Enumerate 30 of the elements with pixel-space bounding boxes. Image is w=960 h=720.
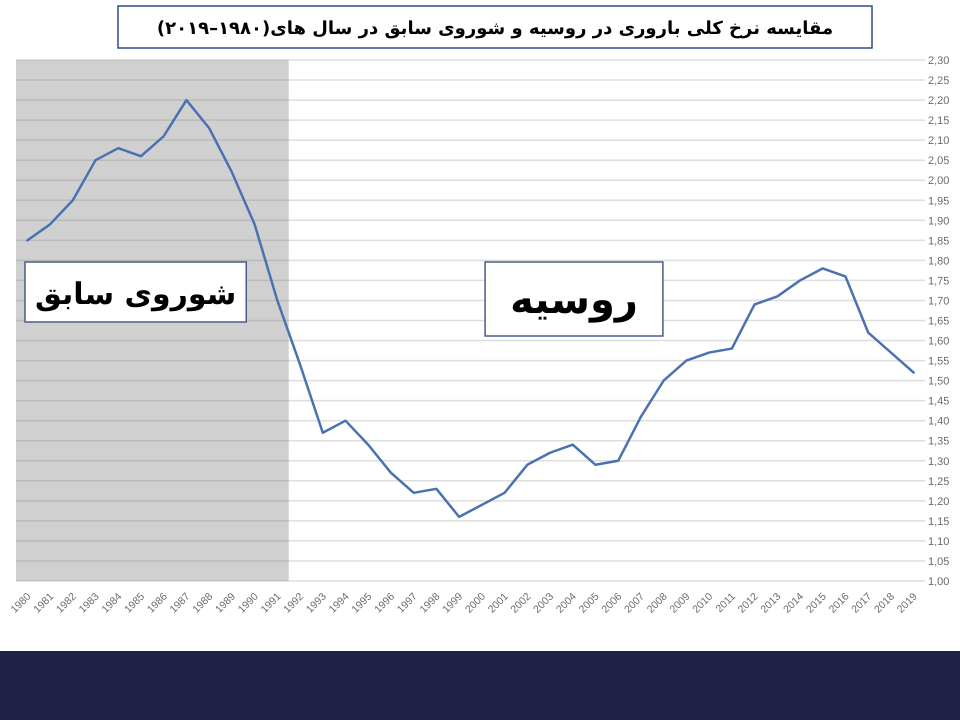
- y-tick-label: 1,45: [928, 396, 950, 408]
- y-tick-label: 1,90: [928, 215, 950, 228]
- y-tick-label: 1,25: [928, 476, 950, 488]
- y-tick-label: 2,05: [928, 155, 950, 168]
- y-tick-label: 1,70: [928, 295, 950, 308]
- y-tick-label: 1,35: [928, 436, 950, 448]
- y-tick-label: 1,75: [928, 275, 950, 288]
- y-tick-label: 1,40: [928, 416, 950, 428]
- y-tick-label: 1,55: [928, 356, 950, 368]
- y-tick-label: 1,10: [928, 536, 950, 548]
- y-tick-label: 1,50: [928, 376, 950, 388]
- y-tick-label: 1,65: [928, 316, 950, 328]
- y-tick-label: 2,15: [928, 115, 950, 128]
- y-tick-label: 2,20: [928, 95, 950, 108]
- y-tick-label: 1,30: [928, 456, 950, 468]
- y-tick-label: 1,05: [928, 556, 950, 568]
- chart-title: مقایسه نرخ کلی باروری در روسیه و شوروی سابق در سال های(۱۹۸۰–۲۰۱۹): [156, 18, 834, 39]
- y-tick-label: 1,20: [928, 496, 950, 508]
- y-tick-label: 1,80: [928, 255, 950, 268]
- annotation: روسیه: [510, 277, 638, 323]
- y-tick-label: 2,00: [928, 175, 950, 188]
- y-tick-label: 1,85: [928, 235, 950, 248]
- y-tick-label: 2,10: [928, 135, 950, 148]
- band-label: شوروی سابق: [35, 277, 236, 312]
- y-tick-label: 1,60: [928, 336, 950, 348]
- y-tick-label: 1,95: [928, 195, 950, 208]
- y-tick-label: 2,25: [928, 75, 950, 88]
- y-tick-label: 1,00: [928, 576, 950, 588]
- y-tick-label: 1,15: [928, 516, 950, 528]
- y-tick-label: 2,30: [928, 55, 950, 67]
